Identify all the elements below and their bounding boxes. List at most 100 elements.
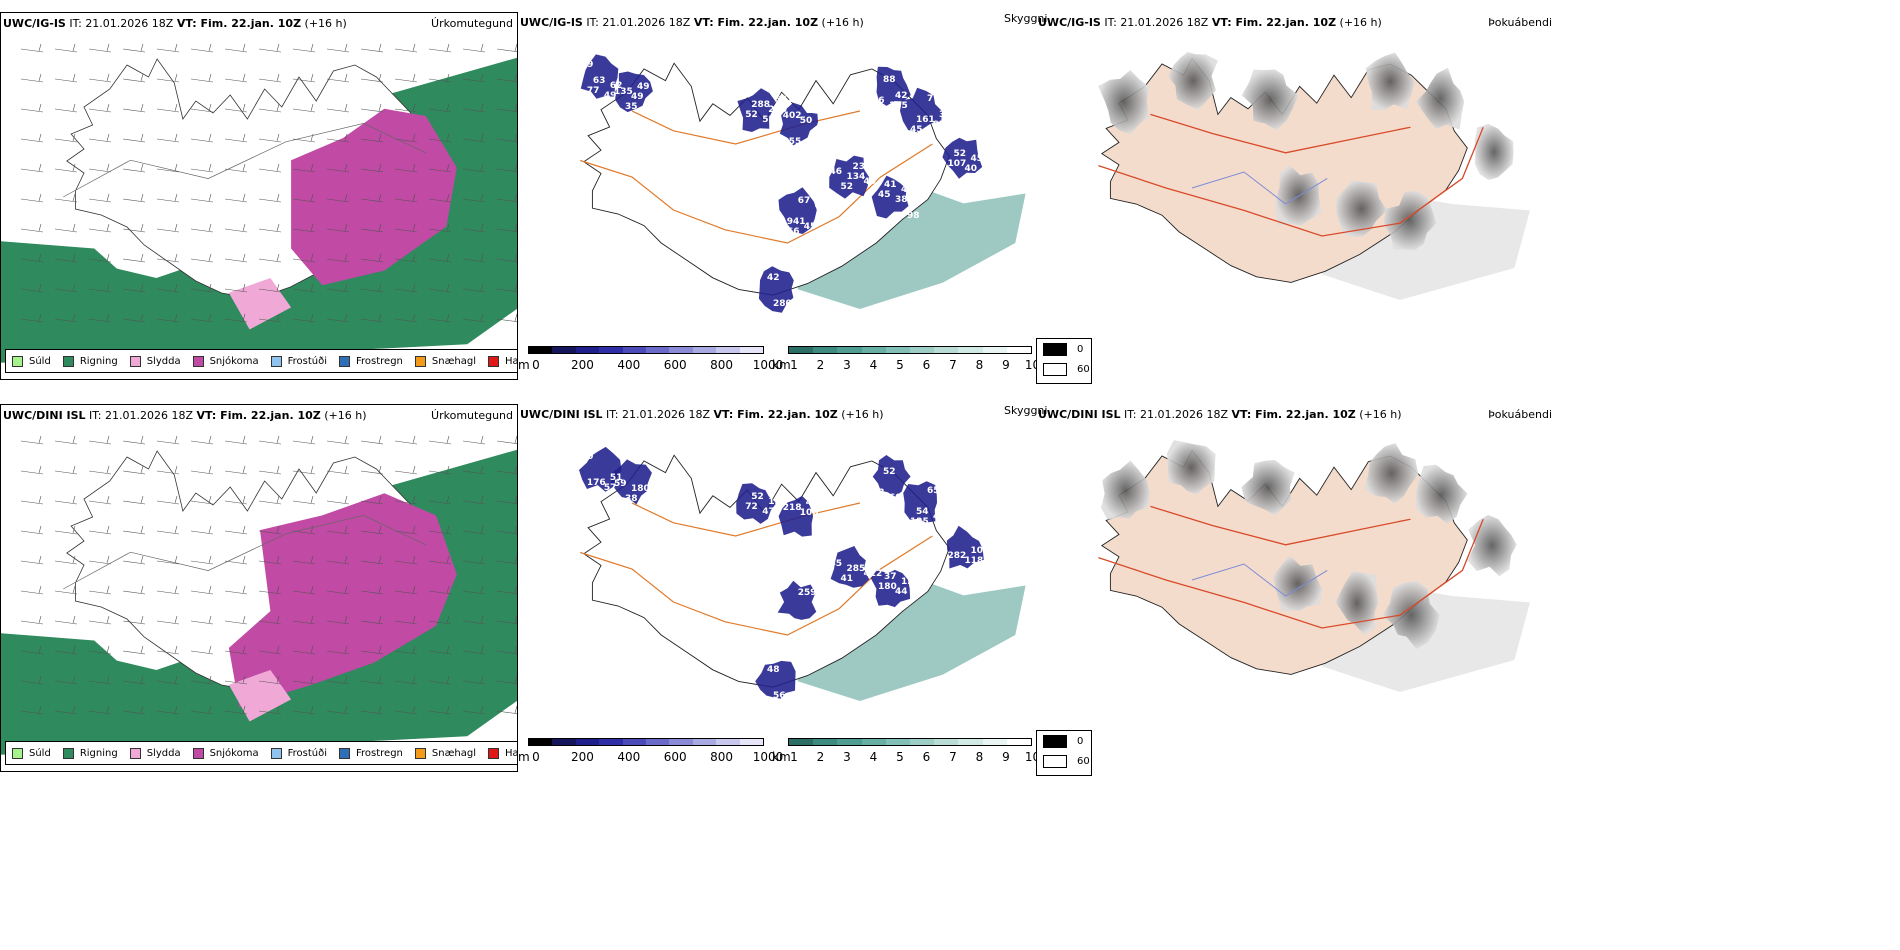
legend-label: Snjókoma (209, 747, 259, 759)
snow-depth-label: 38 (894, 194, 908, 205)
colorbar-tick: 3 (843, 358, 851, 372)
map-title: Þokuábendi (1488, 16, 1552, 29)
colorbar-tick: 8 (975, 750, 984, 764)
snow-depth-label: 41 (814, 201, 828, 211)
fog-index-key: 0 60 (1036, 338, 1092, 384)
snow-depth-label: 56 (773, 691, 786, 702)
colorbar-tick: 800 (710, 750, 734, 764)
legend-label: Frostregn (356, 747, 403, 759)
snow-depth-label: 53 (905, 69, 919, 80)
snow-depth-label: 57 (603, 483, 617, 493)
colorbar-tick: 0 (532, 358, 540, 372)
map-title: Þokuábendi (1488, 408, 1552, 421)
legend-label: Snjókoma (209, 355, 259, 367)
legend-swatch (488, 355, 500, 367)
fog-key-row: 0 (1043, 343, 1083, 356)
legend-swatch (339, 355, 350, 367)
precip-legend: Súld Rigning Slydda Snjókoma Frostúði Frostre… (5, 349, 517, 373)
legend-label: Súld (29, 747, 51, 759)
snow-depth-label: 97 (933, 120, 946, 130)
legend-swatch (270, 747, 282, 759)
legend-swatch (488, 747, 500, 759)
fog-key-row: 0 (1043, 735, 1083, 748)
colorbar-tick: 600 (663, 358, 687, 372)
legend-item: Haglél (488, 747, 517, 759)
map-title: Skyggni (1004, 12, 1048, 25)
visibility-colorbar: km1 2 3 4 5 6 7 8 9 10 (772, 346, 1036, 374)
map-title: Úrkomutegund (431, 409, 513, 422)
map-title: Skyggni (1004, 404, 1048, 417)
snow-depth-label: 69 (816, 121, 830, 132)
fog-key-row: 60 (1043, 363, 1090, 376)
fog-key-swatch (1043, 755, 1067, 768)
snow-depth-label: 150 (768, 497, 788, 507)
snow-depth-label: 45 (829, 559, 843, 569)
legend-swatch (62, 747, 74, 759)
snow-depth-label: 42 (767, 273, 780, 284)
legend-swatch (129, 355, 141, 367)
visibility-colorbar: km1 2 3 4 5 6 7 8 9 10 (772, 738, 1036, 766)
legend-item: Snæhagl (414, 747, 477, 759)
snow-depth-label: 40 (964, 164, 977, 175)
legend-item: Slydda (129, 747, 181, 759)
snow-depth-label: 453 (933, 512, 952, 522)
colorbar-tick: 400 (617, 750, 641, 764)
snow-depth-label: 42 (894, 90, 908, 101)
snow-depth-label: 52 (762, 115, 775, 125)
legend-item: Súld (12, 355, 51, 367)
colorbar-tick: 1000 (752, 358, 784, 372)
snow-depth-label: 38 (624, 494, 638, 505)
snow-depth-label: 56 (790, 696, 803, 707)
snow-depth-label: 135 (613, 87, 633, 98)
snow-depth-label: 107 (947, 159, 967, 170)
colorbar-tick: 4 (869, 750, 878, 764)
precip-type-map: UWC/IG-IS IT: 21.01.2026 18Z VT: Fim. 22… (0, 12, 518, 380)
snow-depth-label: 60 (888, 492, 902, 503)
snow-depth-label: 176 (586, 478, 606, 488)
snow-depth-label: 35 (624, 102, 638, 113)
snow-depth-label: 681 (774, 95, 794, 105)
colorbar-tick: 1000 (752, 750, 784, 764)
snow-depth-label: 49 (863, 177, 877, 187)
map-title: Úrkomutegund (431, 17, 513, 30)
snow-depth-label: 259 (797, 588, 817, 598)
fog-map-graphic (1098, 440, 1530, 692)
map-header: UWC/IG-IS IT: 21.01.2026 18Z VT: Fim. 22… (3, 17, 347, 30)
fog-key-label: 0 (1077, 344, 1084, 355)
snow-depth-label: 166 (780, 227, 800, 237)
legend-swatch (192, 355, 204, 367)
legend-swatch (414, 355, 426, 367)
snow-depth-label: 180 (630, 484, 650, 495)
legend-label: Frostregn (356, 355, 403, 367)
legend-item: Snæhagl (414, 355, 476, 367)
snow-depth-label: 54 (916, 507, 929, 517)
precip-type-map: UWC/DINI ISL IT: 21.01.2026 18Z VT: Fim.… (0, 404, 518, 772)
colorbar-tick: 5 (896, 750, 904, 764)
legend-item: Rigning (62, 355, 118, 367)
colorbar-unit: m (518, 358, 530, 372)
colorbar-tick: 9 (1002, 750, 1010, 764)
legend-item: Slydda (129, 355, 181, 367)
snow-depth-label: 77 (927, 94, 940, 104)
snow-depth-label: 102 (970, 546, 990, 557)
snow-depth-label: 218 (782, 503, 802, 514)
precip-map-graphic (1, 435, 517, 755)
colorbar-tick: 7 (949, 750, 957, 764)
colorbar-tick: 2 (816, 358, 825, 372)
snow-depth-label: 48 (790, 304, 803, 315)
snow-depth-label: 50 (799, 116, 813, 127)
legend-label: Slydda (146, 747, 181, 759)
legend-label: Snæhagl (431, 747, 477, 759)
snow-depth-label: 48 (767, 665, 780, 676)
snow-depth-label: 44 (894, 586, 908, 597)
legend-item: Snjókoma (192, 747, 259, 759)
precip-legend: Súld Rigning Slydda Snjókoma Frostúði Frostre… (5, 741, 517, 765)
snow-depth-label: 159 (900, 576, 920, 587)
snow-depth-label: 55 (788, 137, 802, 148)
snow-depth-label: 250 (768, 105, 788, 115)
colorbar-tick: 800 (710, 358, 734, 372)
snow-depth-label: 285 (846, 564, 866, 574)
snow-depth-label: 52 (751, 492, 764, 502)
legend-item: Súld (12, 747, 51, 759)
fog-key-swatch (1043, 343, 1067, 356)
